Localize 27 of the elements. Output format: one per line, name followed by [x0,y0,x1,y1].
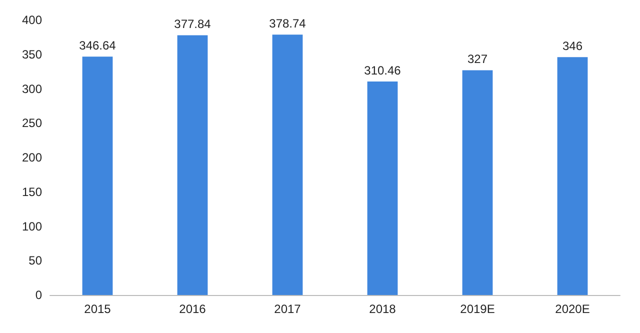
y-tick-label: 0 [35,288,42,302]
y-tick-label: 250 [22,116,42,130]
x-tick-label: 2018 [369,302,396,316]
bar [82,56,113,295]
y-tick-label: 300 [22,82,42,96]
data-label: 310.46 [364,64,402,78]
x-tick-label: 2017 [274,302,302,316]
x-tick-label: 2015 [84,302,112,316]
data-label: 346.64 [79,38,116,53]
data-label: 327 [467,52,488,66]
y-tick-label: 50 [28,254,42,268]
x-tick-label: 2019E [460,302,495,316]
data-label: 377.84 [174,17,212,32]
bar [272,34,303,295]
data-label: 378.74 [269,16,306,31]
y-tick-label: 400 [22,13,42,27]
bar [177,35,208,295]
data-label: 346 [562,39,583,54]
bar [462,70,493,295]
bar [557,57,588,295]
y-tick-label: 200 [22,150,42,164]
y-tick-label: 150 [22,184,42,199]
bar [367,82,398,295]
x-tick-label: 2020E [555,302,590,316]
y-tick-label: 350 [22,47,42,62]
x-tick-label: 2016 [179,302,206,316]
y-tick-label: 100 [22,219,42,234]
